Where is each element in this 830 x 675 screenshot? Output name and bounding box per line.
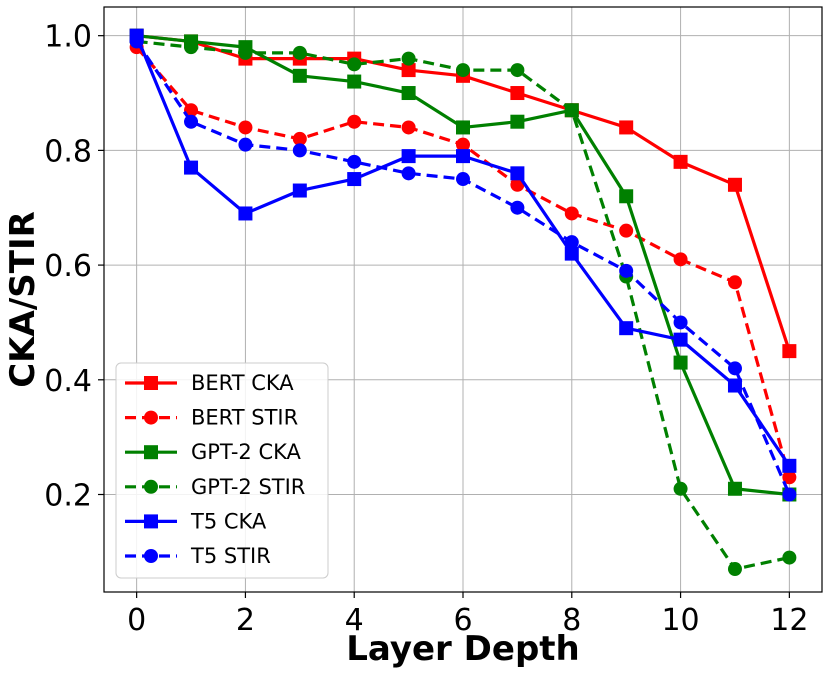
data-point-circle [782, 487, 797, 502]
data-point-square [238, 206, 253, 221]
data-point-square [347, 74, 362, 89]
legend-label: GPT-2 CKA [191, 440, 302, 464]
legend-label: T5 CKA [190, 509, 267, 533]
data-point-square [673, 332, 688, 347]
series-t5-stir [129, 34, 797, 502]
legend-item: T5 STIR [125, 544, 271, 568]
data-point-circle [782, 550, 797, 565]
data-point-circle [619, 263, 634, 278]
data-point-circle [727, 275, 742, 290]
data-point-circle [510, 63, 525, 78]
series-t5-cka [129, 28, 797, 473]
data-point-circle [727, 361, 742, 376]
y-tick-label: 0.4 [44, 364, 92, 399]
data-point-circle [456, 137, 470, 152]
legend-item: BERT STIR [125, 406, 298, 430]
legend: BERT CKA BERT STIR GPT-2 CKA GPT-2 STIR T5 C… [115, 362, 329, 579]
data-point-square [782, 344, 797, 359]
data-point-circle [564, 235, 579, 250]
data-point-circle [292, 143, 307, 158]
y-tick-label: 0.2 [44, 479, 92, 514]
data-point-square [782, 458, 797, 473]
legend-item: GPT-2 STIR [125, 475, 305, 499]
x-tick-label: 0 [127, 603, 146, 638]
data-point-square [184, 160, 199, 175]
y-tick-label: 0.8 [44, 134, 92, 169]
x-axis-title: Layer Depth [346, 629, 579, 669]
legend-marker [144, 445, 158, 460]
data-point-circle [238, 45, 253, 60]
legend-label: GPT-2 STIR [191, 475, 305, 499]
data-point-circle [401, 120, 416, 135]
data-point-circle [727, 562, 742, 577]
data-point-circle [347, 114, 362, 129]
data-point-circle [184, 40, 199, 55]
y-tick-label: 0.6 [44, 249, 92, 284]
data-point-square [292, 68, 307, 83]
data-point-square [673, 355, 688, 370]
data-point-square [456, 149, 470, 164]
data-point-square [564, 246, 579, 261]
data-point-circle [238, 120, 253, 135]
legend-marker [144, 549, 158, 563]
x-tick-label: 10 [661, 603, 699, 638]
data-point-circle [564, 103, 579, 118]
x-tick-label: 2 [236, 603, 255, 638]
data-point-circle [673, 252, 688, 267]
legend-marker [144, 479, 158, 494]
legend-label: T5 STIR [190, 544, 271, 568]
data-point-circle [238, 137, 253, 152]
data-point-circle [456, 172, 470, 187]
data-point-square [401, 63, 416, 78]
x-tick-label: 4 [345, 603, 364, 638]
x-tick-label: 6 [453, 603, 472, 638]
data-point-square [292, 183, 307, 198]
data-point-circle [347, 57, 362, 72]
data-point-circle [510, 200, 525, 215]
data-point-square [727, 177, 742, 192]
data-point-circle [782, 470, 797, 485]
axis-ticks: 0 2 4 6 8 10 12 0.2 0.4 0.6 0.8 1.0 [44, 20, 808, 638]
data-point-circle [347, 154, 362, 169]
y-tick-label: 1.0 [44, 20, 92, 55]
data-point-circle [401, 166, 416, 181]
data-point-square [347, 172, 362, 187]
data-point-circle [456, 63, 470, 78]
data-point-square [619, 189, 634, 204]
legend-label: BERT STIR [191, 406, 298, 430]
legend-marker [144, 376, 158, 390]
legend-marker [144, 410, 158, 425]
data-point-circle [673, 481, 688, 496]
data-point-square [619, 321, 634, 336]
legend-item: T5 CKA [125, 509, 267, 533]
data-point-circle [619, 223, 634, 238]
data-point-square [727, 378, 742, 393]
data-point-circle [564, 206, 579, 221]
data-point-square [727, 481, 742, 496]
data-point-circle [129, 34, 144, 49]
data-point-square [510, 86, 525, 101]
y-axis-title: CKA/STIR [3, 211, 43, 388]
data-point-circle [292, 131, 307, 146]
x-tick-label: 12 [770, 603, 808, 638]
data-point-circle [292, 45, 307, 60]
data-point-circle [673, 315, 688, 330]
data-point-circle [184, 114, 199, 129]
data-point-square [510, 114, 525, 129]
data-point-circle [401, 51, 416, 66]
legend-label: BERT CKA [191, 371, 294, 395]
legend-marker [144, 514, 158, 529]
data-point-square [673, 154, 688, 169]
legend-item: BERT CKA [125, 371, 294, 395]
data-point-square [456, 120, 470, 135]
data-point-square [510, 166, 525, 181]
data-point-square [619, 120, 634, 135]
series-group [129, 28, 797, 577]
data-point-square [401, 86, 416, 101]
legend-item: GPT-2 CKA [125, 440, 302, 464]
data-point-square [401, 149, 416, 164]
x-tick-label: 8 [562, 603, 581, 638]
